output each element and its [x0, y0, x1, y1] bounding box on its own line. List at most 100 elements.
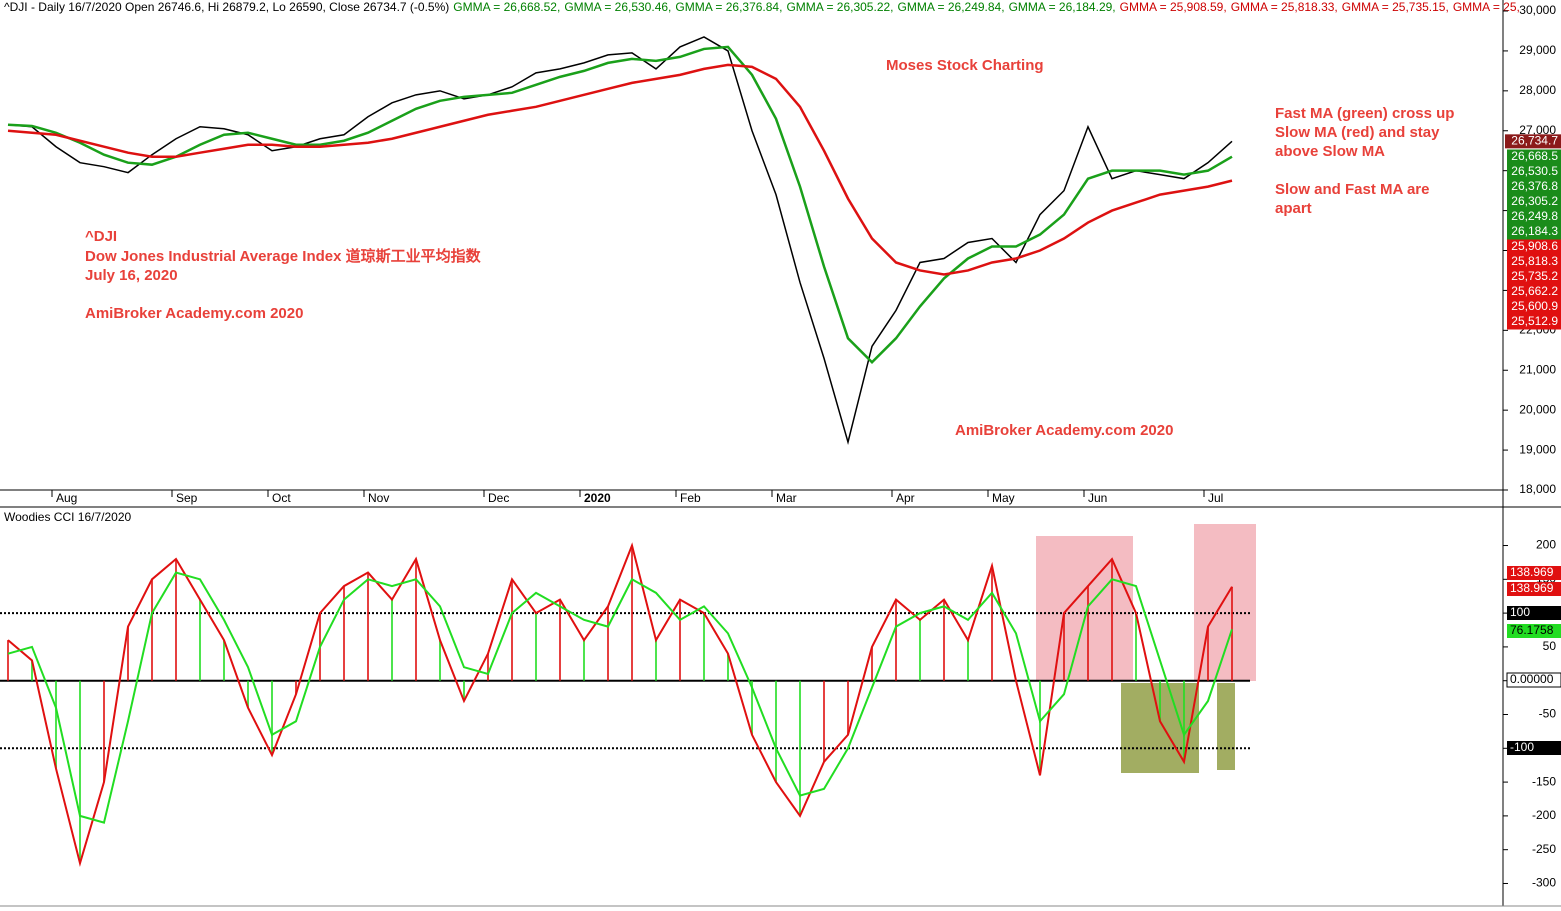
histogram-bar	[1111, 559, 1113, 681]
y-tick-label: 28,000	[1519, 83, 1556, 97]
y-tick-label: 50	[1543, 639, 1557, 653]
header-segment: GMMA = 26,376.84,	[675, 0, 782, 14]
annotation: ^DJI	[85, 228, 117, 245]
value-tag-label: 0.00000	[1510, 672, 1554, 686]
histogram-bar	[895, 599, 897, 681]
histogram-bar	[943, 599, 945, 681]
price-tag-label: 26,734.7	[1511, 134, 1558, 148]
x-tick-label: Jun	[1088, 491, 1107, 505]
y-tick-label: 20,000	[1519, 402, 1556, 416]
y-tick-label: 30,000	[1519, 3, 1556, 17]
value-tag-label: 100	[1510, 605, 1530, 619]
histogram-bar	[463, 680, 465, 701]
ma-tag-label: 26,530.5	[1511, 164, 1558, 178]
histogram-bar	[1231, 586, 1233, 681]
header-segment: GMMA = 26,668.52,	[453, 0, 560, 14]
header: ^DJI - Daily 16/7/2020 Open 26746.6, Hi …	[4, 0, 1520, 14]
value-tag	[1507, 624, 1561, 638]
ma-tag	[1507, 314, 1561, 330]
annotation: apart	[1275, 200, 1312, 217]
annotation: AmiBroker Academy.com 2020	[85, 305, 303, 322]
annotation: above Slow MA	[1275, 143, 1385, 160]
header-segment: GMMA = 25,	[1453, 0, 1520, 14]
histogram-bar	[295, 680, 297, 695]
histogram-bar	[487, 653, 489, 681]
header-segment: GMMA = 26,249.84,	[898, 0, 1005, 14]
y-tick-label: 19,000	[1519, 442, 1556, 456]
histogram-bar	[1063, 613, 1065, 681]
highlight-box	[1217, 683, 1235, 770]
histogram-bar	[967, 640, 969, 681]
highlight-box	[1194, 524, 1256, 681]
ma-tag-label: 25,818.3	[1511, 254, 1558, 268]
histogram-bar	[7, 640, 9, 681]
x-tick-label: Aug	[56, 491, 77, 505]
value-tag	[1507, 566, 1561, 580]
histogram-bar	[775, 680, 777, 783]
cci-line	[7, 542, 1233, 867]
histogram-bar	[871, 646, 873, 681]
histogram-bar	[751, 680, 753, 735]
value-tag-label: 138.969	[1510, 565, 1554, 579]
x-tick-label: Dec	[488, 491, 509, 505]
x-tick-label: Feb	[680, 491, 701, 505]
value-tag	[1506, 672, 1561, 688]
ma-tag	[1507, 194, 1561, 210]
y-tick-label: 29,000	[1519, 43, 1556, 57]
histogram-bar	[727, 653, 729, 681]
histogram-bar	[1135, 613, 1137, 681]
histogram-bar	[655, 640, 657, 681]
histogram-bar	[247, 680, 249, 708]
histogram-bar	[583, 640, 585, 681]
ma-tag	[1507, 299, 1561, 315]
ma-tag	[1507, 224, 1561, 240]
histogram-bar	[847, 680, 849, 735]
histogram-bar	[511, 579, 513, 681]
price-line	[7, 45, 1233, 365]
histogram-bar	[823, 680, 825, 762]
x-tick-label: Sep	[176, 491, 198, 505]
value-tag-label: 138.969	[1510, 581, 1554, 595]
price-line	[7, 36, 1233, 445]
ma-tag	[1507, 164, 1561, 180]
histogram-bar	[991, 565, 993, 681]
value-tag	[1507, 582, 1561, 596]
histogram-bar	[799, 680, 801, 816]
histogram-bar	[1087, 586, 1089, 681]
ma-tag-label: 26,249.8	[1511, 209, 1558, 223]
annotation: Moses Stock Charting	[886, 57, 1044, 74]
histogram-bar	[703, 613, 705, 681]
x-tick-label: Nov	[368, 491, 389, 505]
histogram-bar	[679, 599, 681, 681]
histogram-bar	[1039, 680, 1041, 776]
ma-tag-label: 26,668.5	[1511, 149, 1558, 163]
header-segment: GMMA = 26,530.46,	[564, 0, 671, 14]
histogram-bar	[535, 613, 537, 681]
annotation: July 16, 2020	[85, 267, 178, 284]
pane-title: Woodies CCI 16/7/2020	[4, 510, 132, 524]
histogram-bar	[151, 579, 153, 681]
annotation: Slow and Fast MA are	[1275, 181, 1429, 198]
ma-tag	[1507, 149, 1561, 165]
header-segment: GMMA = 26,305.22,	[786, 0, 893, 14]
x-tick-label: May	[992, 491, 1015, 505]
ma-tag-label: 26,376.8	[1511, 179, 1558, 193]
annotation: AmiBroker Academy.com 2020	[955, 422, 1173, 439]
header-segment: GMMA = 25,735.15,	[1342, 0, 1449, 14]
ma-tag-label: 26,305.2	[1511, 194, 1558, 208]
histogram-bar	[127, 626, 129, 681]
price-tag	[1505, 134, 1561, 149]
histogram-bar	[631, 545, 633, 681]
x-tick-label: Apr	[896, 491, 915, 505]
x-tick-label: Jul	[1208, 491, 1223, 505]
histogram-bar	[223, 640, 225, 681]
histogram-bar	[439, 640, 441, 681]
y-tick-label: -150	[1532, 774, 1556, 788]
value-tag-label: -100	[1510, 740, 1534, 754]
x-tick-label: Oct	[272, 491, 291, 505]
histogram-bar	[1207, 626, 1209, 681]
histogram-bar	[919, 619, 921, 681]
ma-tag	[1507, 269, 1561, 285]
